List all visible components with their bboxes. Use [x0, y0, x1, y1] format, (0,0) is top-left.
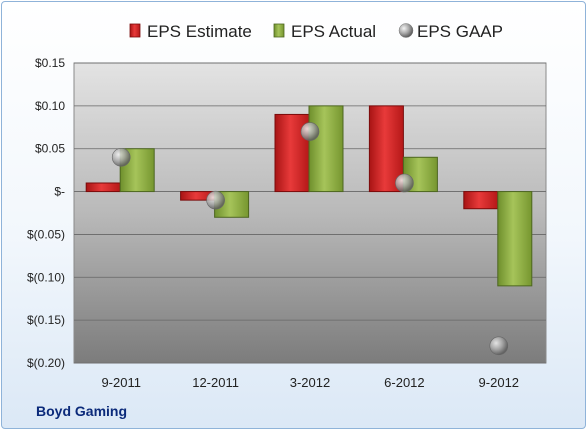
legend-label: EPS GAAP	[417, 22, 503, 41]
eps-gaap-point	[395, 173, 414, 193]
eps-gaap-swatch	[398, 23, 414, 38]
legend-label: EPS Actual	[291, 22, 376, 41]
eps-estimate-swatch	[129, 23, 141, 38]
y-axis-ticks: $0.15 $0.10 $0.05 $- $(0.05) $(0.10) $(0.15) $(…	[27, 56, 65, 370]
x-tick-label: 9-2011	[101, 375, 141, 390]
x-tick-label: 6-2012	[384, 375, 424, 390]
legend: EPS Estimate EPS Actual EPS GAAP	[129, 22, 503, 41]
y-tick-label: $-	[54, 185, 65, 199]
x-axis-ticks: 9-2011 12-2011 3-2012 6-2012 9-2012	[101, 375, 519, 390]
eps-actual-bar	[119, 148, 155, 193]
y-tick-label: $(0.10)	[27, 270, 65, 284]
y-tick-label: $0.15	[35, 56, 65, 70]
eps-estimate-bar	[463, 191, 499, 210]
gridlines	[74, 62, 546, 364]
eps-actual-swatch	[273, 23, 285, 38]
x-tick-label: 3-2012	[290, 375, 330, 390]
eps-gaap-point	[111, 147, 131, 167]
eps-estimate-bar	[85, 182, 121, 193]
x-tick-label: 12-2011	[192, 375, 239, 390]
eps-gaap-point	[300, 122, 320, 141]
company-name: Boyd Gaming	[36, 403, 127, 419]
bars	[85, 105, 533, 287]
x-tick-label: 9-2012	[479, 375, 519, 390]
y-tick-label: $(0.05)	[27, 227, 65, 241]
y-tick-label: $(0.15)	[27, 313, 65, 327]
eps-actual-bar	[308, 105, 344, 193]
eps-gaap-point	[206, 190, 225, 210]
eps-gaap-point	[489, 336, 509, 356]
y-tick-label: $0.10	[35, 99, 65, 113]
y-tick-label: $(0.20)	[27, 356, 65, 370]
gaap-points	[111, 122, 509, 356]
legend-label: EPS Estimate	[147, 22, 252, 41]
eps-actual-bar	[497, 191, 533, 287]
y-tick-label: $0.05	[35, 142, 65, 156]
